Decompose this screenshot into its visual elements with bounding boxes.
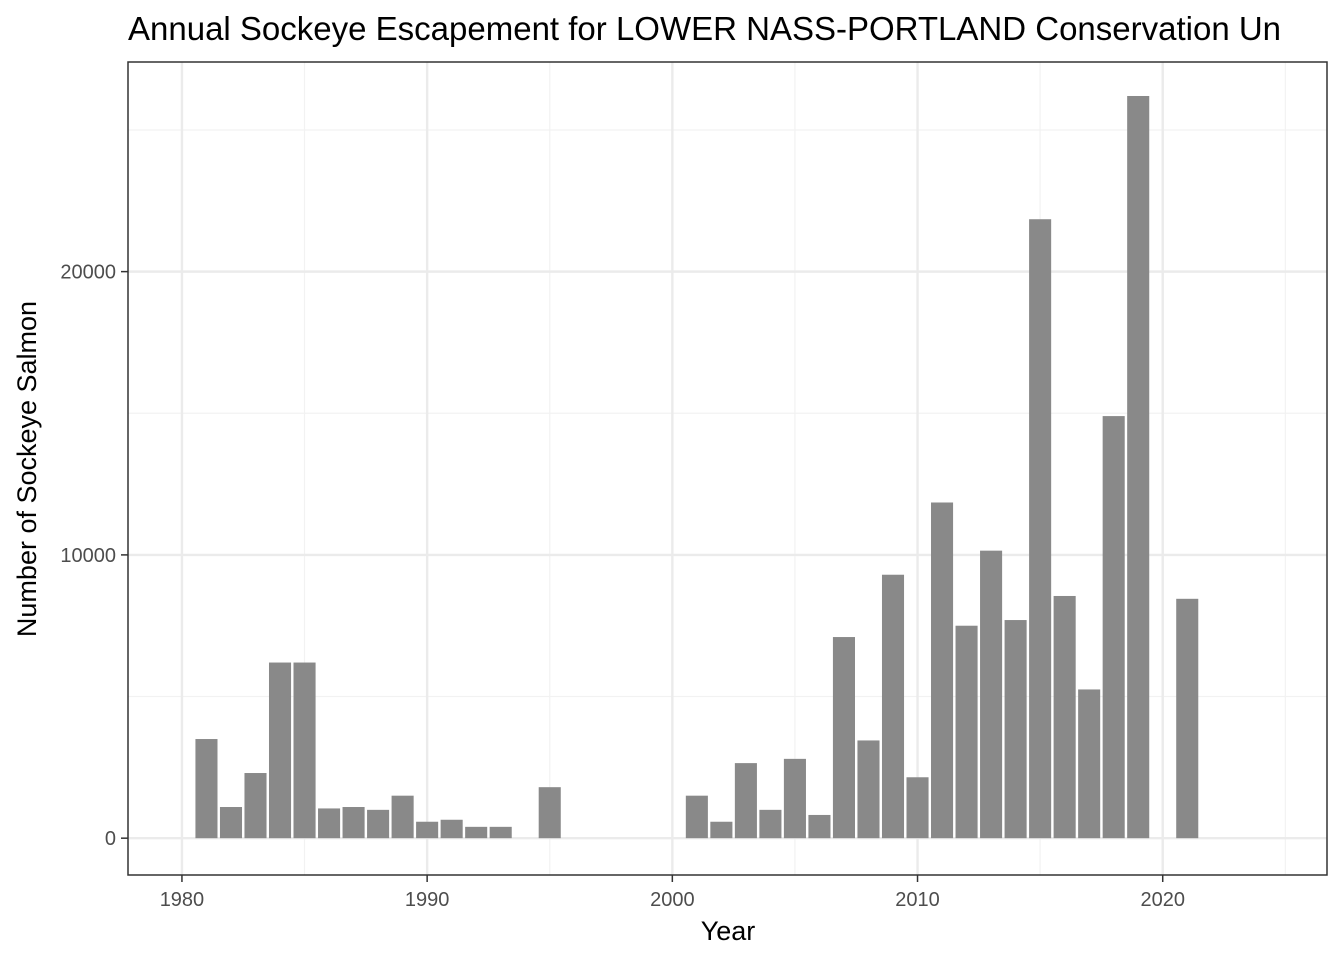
x-tick-label: 2010 bbox=[895, 889, 940, 911]
bar-2003 bbox=[734, 763, 757, 839]
bar-1983 bbox=[244, 773, 267, 839]
bar-2008 bbox=[857, 740, 880, 839]
bar-2010 bbox=[906, 777, 929, 839]
bar-1991 bbox=[440, 819, 463, 839]
bar-1992 bbox=[465, 826, 488, 839]
bar-2017 bbox=[1078, 689, 1101, 839]
bar-1988 bbox=[367, 809, 390, 839]
bar-2009 bbox=[881, 574, 905, 839]
y-tick-label: 10000 bbox=[60, 545, 116, 567]
bar-1985 bbox=[293, 662, 316, 839]
bar-2019 bbox=[1127, 95, 1150, 839]
x-tick-label: 2000 bbox=[650, 889, 695, 911]
bar-2015 bbox=[1029, 219, 1052, 839]
bar-1995 bbox=[538, 787, 561, 839]
y-tick-label: 0 bbox=[105, 828, 116, 850]
bar-1989 bbox=[391, 795, 414, 839]
bar-1981 bbox=[195, 739, 218, 839]
bar-2014 bbox=[1004, 620, 1027, 839]
axes: 1980 1990 2000 2010 2020 0 10000 20000 bbox=[60, 61, 1328, 911]
bar-2018 bbox=[1102, 416, 1125, 839]
bar-1986 bbox=[318, 808, 341, 839]
bar-2002 bbox=[710, 821, 733, 839]
bar-1990 bbox=[416, 821, 439, 839]
bar-2005 bbox=[783, 758, 806, 839]
chart-title: Annual Sockeye Escapement for LOWER NASS… bbox=[128, 10, 1281, 47]
grid-lines bbox=[128, 62, 1327, 875]
panel-border bbox=[127, 61, 1328, 876]
x-tick-label: 1990 bbox=[405, 889, 450, 911]
x-tick-label: 2020 bbox=[1140, 889, 1185, 911]
bar-2012 bbox=[955, 625, 978, 839]
bar-2006 bbox=[808, 814, 831, 839]
bar-2004 bbox=[759, 809, 782, 839]
bar-1993 bbox=[489, 826, 512, 839]
bar-2011 bbox=[931, 502, 954, 839]
bar-2007 bbox=[832, 637, 855, 839]
bar-1984 bbox=[268, 662, 292, 839]
bar-1987 bbox=[342, 807, 365, 839]
bar-2001 bbox=[685, 795, 708, 839]
y-tick-label: 20000 bbox=[60, 262, 116, 284]
x-axis-title: Year bbox=[701, 916, 756, 946]
plot-panel bbox=[128, 62, 1327, 875]
y-axis-title: Number of Sockeye Salmon bbox=[12, 301, 42, 637]
bar-2013 bbox=[980, 550, 1003, 839]
bar-1982 bbox=[219, 807, 243, 839]
bar-2021 bbox=[1176, 598, 1199, 839]
bars bbox=[195, 95, 1199, 839]
x-tick-label: 1980 bbox=[160, 889, 205, 911]
bar-2016 bbox=[1053, 595, 1076, 839]
